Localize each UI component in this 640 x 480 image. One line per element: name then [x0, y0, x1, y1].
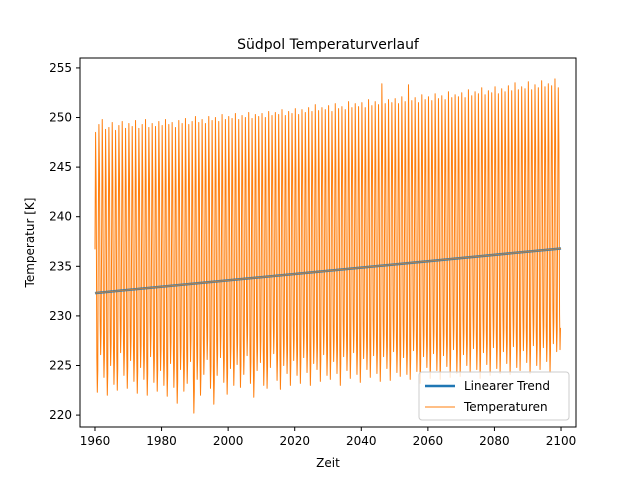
x-tick-label: 2000	[213, 434, 244, 448]
x-axis-label: Zeit	[316, 456, 340, 470]
y-tick-label: 235	[49, 259, 72, 273]
y-tick-label: 230	[49, 309, 72, 323]
x-tick-label: 2100	[546, 434, 577, 448]
y-tick-label: 220	[49, 408, 72, 422]
chart-title: Südpol Temperaturverlauf	[237, 37, 420, 53]
legend: Linearer Trend Temperaturen	[419, 372, 569, 420]
x-tick-label: 2040	[346, 434, 377, 448]
x-tick-label: 2020	[279, 434, 310, 448]
x-tick-label: 2060	[413, 434, 444, 448]
y-tick-label: 255	[49, 61, 72, 75]
legend-label-temperatures: Temperaturen	[463, 400, 548, 414]
y-tick-label: 225	[49, 359, 72, 373]
x-tick-label: 2080	[479, 434, 510, 448]
y-tick-label: 250	[49, 111, 72, 125]
y-tick-label: 245	[49, 160, 72, 174]
x-tick-label: 1980	[146, 434, 177, 448]
y-axis-label: Temperatur [K]	[23, 198, 37, 289]
y-tick-label: 240	[49, 210, 72, 224]
x-tick-label: 1960	[80, 434, 111, 448]
legend-label-trend: Linearer Trend	[464, 379, 550, 393]
